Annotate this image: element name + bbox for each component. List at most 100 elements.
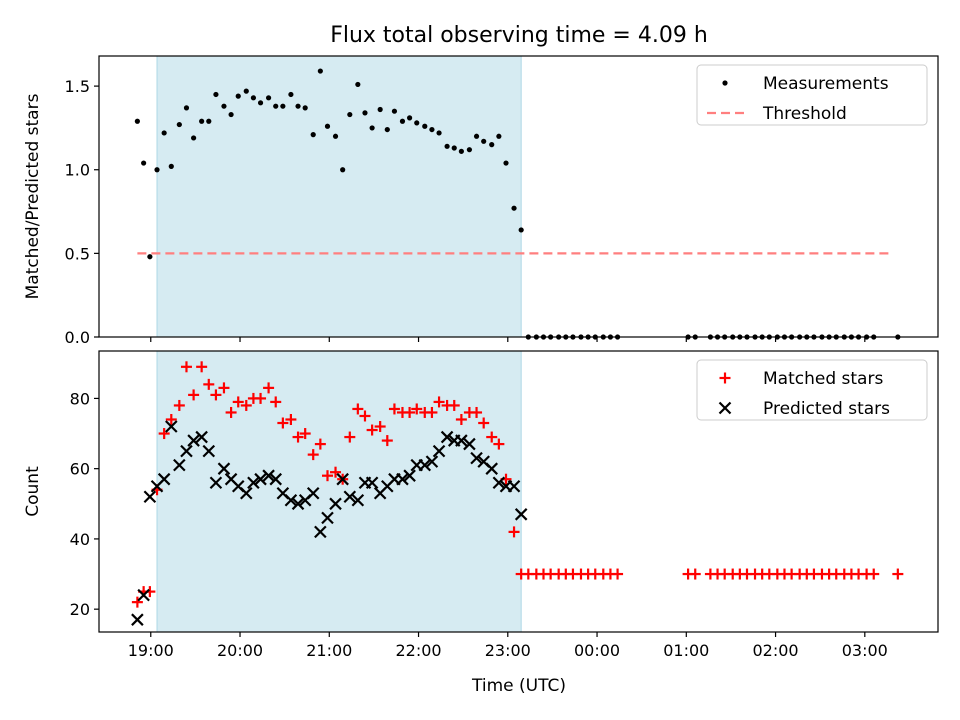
matched-star-point: [359, 410, 371, 422]
measurement-point: [362, 110, 368, 116]
matched-star-point: [285, 413, 297, 425]
y-tick-label: 80: [70, 389, 90, 408]
matched-star-point: [892, 568, 904, 580]
predicted-star-point: [365, 476, 379, 489]
matched-star-point: [188, 389, 200, 401]
legend-frame: [696, 359, 928, 421]
x-tick-label: 21:00: [306, 641, 352, 660]
panel-count: 20 40 60 80 19:00 20:00 21:00 22:00 23:00 00:00 0…: [23, 350, 939, 660]
observing-window-top: [156, 55, 522, 338]
measurement-point: [466, 147, 473, 153]
legend-label: Threshold: [762, 104, 847, 124]
measurement-point: [134, 118, 140, 124]
predicted-star-point: [239, 486, 253, 500]
legend-label: Measurements: [763, 74, 889, 94]
measurement-point: [161, 130, 167, 136]
measurement-point: [295, 103, 301, 109]
measurement-point: [213, 91, 219, 98]
x-tick-label: 19:00: [128, 641, 174, 660]
predicted-star-point: [137, 588, 150, 602]
legend-swatch: [719, 372, 731, 384]
predicted-star-point: [262, 469, 275, 482]
measurement-point: [407, 115, 413, 121]
top-x-ticks: [150, 337, 866, 342]
predicted-star-point: [321, 511, 334, 525]
measurement-point: [391, 108, 398, 114]
measurement-point: [288, 91, 294, 98]
bottom-x-ticks: 19:00 20:00 21:00 22:00 23:00 00:00 01:00 02:00…: [128, 632, 888, 660]
y-tick-label: 40: [70, 530, 90, 549]
predicted-star-point: [173, 458, 186, 472]
measurement-point: [221, 103, 227, 109]
measurement-point: [422, 123, 428, 129]
measurement-point: [489, 142, 495, 148]
matched-star-point: [173, 399, 185, 411]
measurement-point: [503, 160, 509, 166]
measurement-point: [154, 167, 160, 173]
y-tick-label: 0.5: [65, 244, 90, 263]
predicted-star-point: [396, 472, 409, 486]
matched-star-point: [232, 396, 244, 408]
measurement-point: [273, 103, 279, 109]
observing-window-bottom: [156, 350, 522, 633]
matched-star-point: [270, 396, 282, 408]
measurement-point: [436, 130, 442, 136]
matched-star-point: [196, 361, 208, 373]
measurement-point: [355, 81, 361, 88]
predicted-star-point: [143, 490, 157, 504]
measurement-point: [511, 205, 517, 211]
matched-star-point: [455, 413, 467, 425]
measurement-point: [340, 167, 346, 173]
matched-star-point: [433, 396, 445, 408]
top-axes-frame: [98, 55, 939, 338]
predicted-star-point: [269, 472, 283, 486]
measurement-point: [496, 133, 502, 139]
chart-title: Flux total observing time = 4.09 h: [330, 23, 708, 48]
y-tick-label: 20: [70, 600, 90, 619]
top-y-axis-label: Matched/Predicted stars: [23, 93, 43, 299]
x-axis-label: Time (UTC): [471, 676, 566, 696]
measurement-point: [228, 111, 234, 118]
matched-star-point: [255, 392, 267, 404]
predicted-star-point: [470, 451, 483, 465]
measurement-point: [243, 88, 249, 94]
predicted-star-point: [463, 437, 476, 451]
measurement-point: [235, 93, 241, 99]
y-tick-label: 1.5: [65, 77, 90, 96]
x-tick-label: 01:00: [663, 641, 709, 660]
x-tick-label: 20:00: [217, 641, 263, 660]
predicted-star-point: [131, 613, 144, 626]
matched-star-point: [158, 428, 170, 440]
predicted-star-point: [314, 525, 327, 539]
measurement-point: [310, 132, 316, 138]
matched-star-point: [374, 421, 386, 433]
measurement-point: [176, 121, 182, 128]
matched-star-point: [426, 406, 438, 418]
measurement-point: [384, 126, 390, 133]
top-legend: Measurements Threshold: [696, 64, 928, 126]
predicted-star-point: [336, 472, 349, 486]
predicted-star-point: [247, 476, 260, 489]
measurement-point: [377, 106, 383, 113]
predicted-star-point: [209, 476, 223, 489]
matched-star-point: [689, 568, 701, 580]
measurement-point: [444, 143, 450, 149]
matched-star-point: [478, 417, 490, 429]
predicted-star-point: [514, 508, 528, 521]
predicted-star-point: [403, 469, 416, 482]
matched-star-point: [344, 431, 356, 443]
predicted-star-point: [507, 479, 521, 493]
matched-star-point: [210, 389, 222, 401]
measurement-point: [518, 227, 524, 233]
matched-star-point: [330, 466, 342, 478]
measurement-point: [324, 123, 331, 129]
count-marks: [131, 361, 904, 626]
legend-frame: [696, 64, 928, 126]
measurement-point: [332, 133, 339, 139]
matched-star-point: [404, 406, 416, 418]
matched-star-point: [366, 424, 378, 436]
predicted-star-point: [284, 494, 298, 507]
matched-star-point: [381, 435, 393, 447]
measurement-point: [429, 126, 435, 133]
predicted-star-point: [157, 472, 171, 486]
